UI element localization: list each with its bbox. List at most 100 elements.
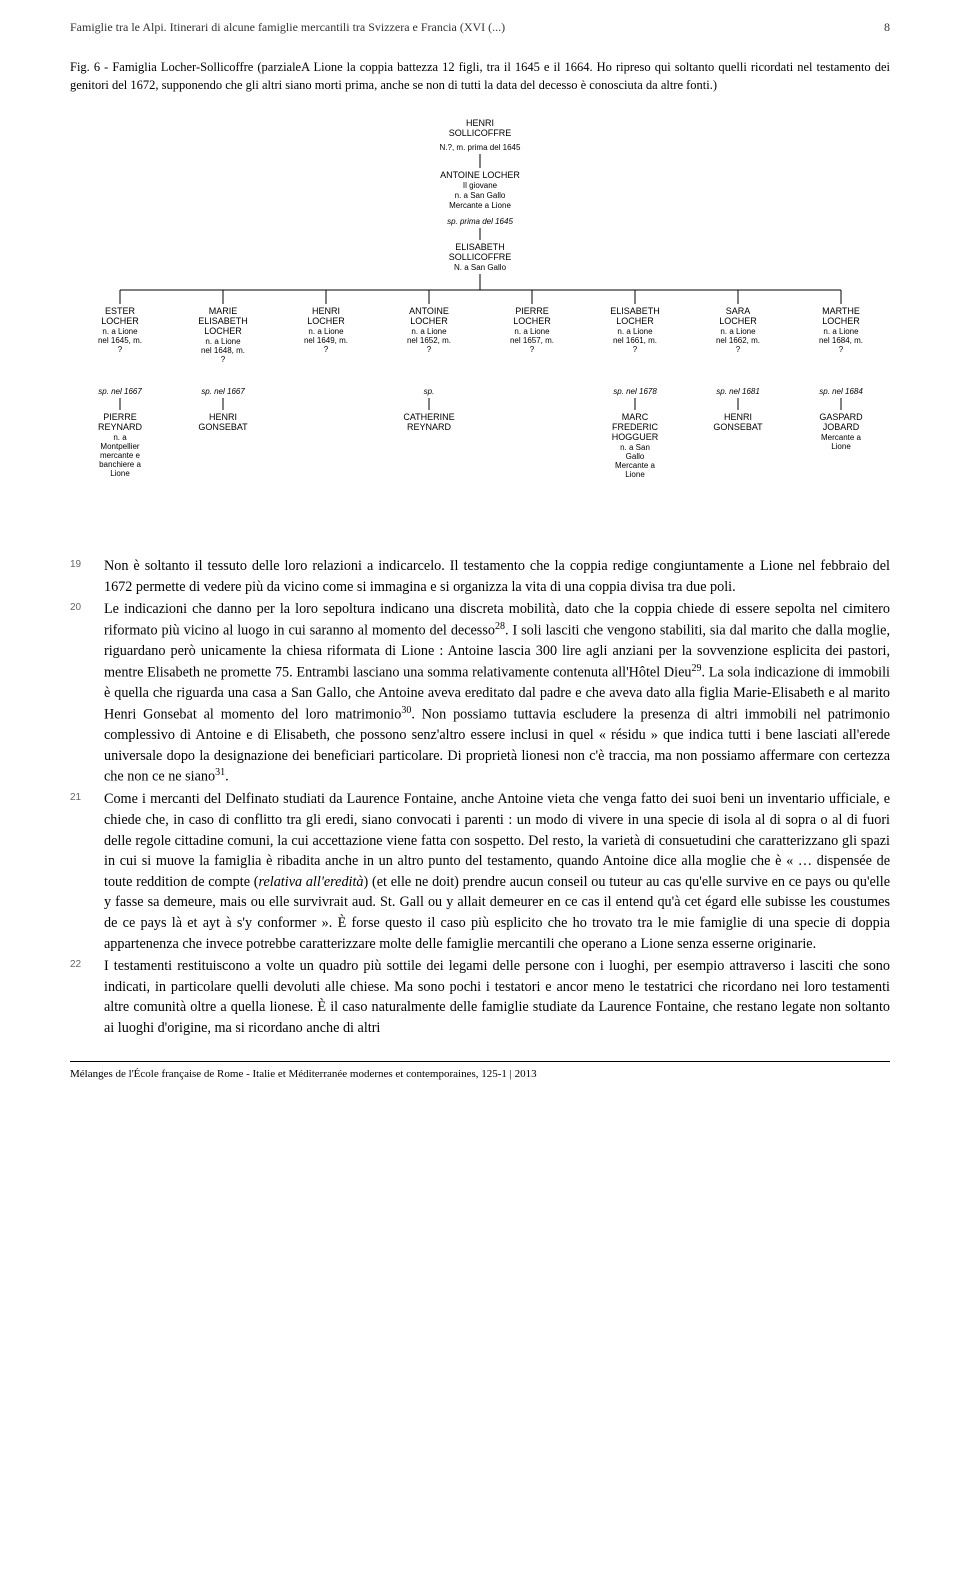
running-header: Famiglie tra le Alpi. Itinerari di alcun… xyxy=(70,20,890,35)
figure-caption: Fig. 6 - Famiglia Locher-Sollicoffre (pa… xyxy=(70,59,890,94)
svg-text:LOCHER: LOCHER xyxy=(204,326,242,336)
svg-text:nel 1657, m.: nel 1657, m. xyxy=(510,336,554,345)
svg-text:n. a Lione: n. a Lione xyxy=(617,327,653,336)
paragraph-row-22: 22 I testamenti restituiscono a volte un… xyxy=(70,956,890,1038)
svg-text:SOLLICOFFRE: SOLLICOFFRE xyxy=(449,252,512,262)
svg-text:MARTHE: MARTHE xyxy=(822,306,860,316)
svg-text:GONSEBAT: GONSEBAT xyxy=(198,422,248,432)
svg-text:Gallo: Gallo xyxy=(626,452,645,461)
svg-text:nel 1652, m.: nel 1652, m. xyxy=(407,336,451,345)
svg-text:Mercante a Lione: Mercante a Lione xyxy=(449,201,511,210)
footer-rule xyxy=(70,1061,890,1062)
svg-text:sp. nel 1681: sp. nel 1681 xyxy=(716,387,760,396)
svg-text:sp. nel 1678: sp. nel 1678 xyxy=(613,387,657,396)
svg-text:PIERRE: PIERRE xyxy=(103,412,137,422)
svg-text:Montpellier: Montpellier xyxy=(100,442,139,451)
svg-text:LOCHER: LOCHER xyxy=(410,316,448,326)
svg-text:ELISABETH: ELISABETH xyxy=(198,316,248,326)
svg-text:HENRI: HENRI xyxy=(724,412,752,422)
svg-text:n. a: n. a xyxy=(113,433,127,442)
svg-text:MARC: MARC xyxy=(622,412,649,422)
svg-text:sp. nel 1667: sp. nel 1667 xyxy=(201,387,245,396)
svg-text:sp. nel 1667: sp. nel 1667 xyxy=(98,387,142,396)
svg-text:n. a Lione: n. a Lione xyxy=(720,327,756,336)
para-number: 19 xyxy=(70,556,104,570)
svg-text:?: ? xyxy=(839,345,844,354)
paragraph-row-20: 20 Le indicazioni che danno per la loro … xyxy=(70,599,890,787)
paragraph-row-19: 19 Non è soltanto il tessuto delle loro … xyxy=(70,556,890,597)
footer-text: Mélanges de l'École française de Rome - … xyxy=(70,1068,890,1080)
svg-text:nel 1648, m.: nel 1648, m. xyxy=(201,346,245,355)
svg-text:?: ? xyxy=(427,345,432,354)
para-text: I testamenti restituiscono a volte un qu… xyxy=(104,956,890,1038)
para-text: Non è soltanto il tessuto delle loro rel… xyxy=(104,556,890,597)
para-text: Come i mercanti del Delfinato studiati d… xyxy=(104,789,890,954)
svg-text:ELISABETH: ELISABETH xyxy=(610,306,660,316)
svg-text:N.?, m. prima del 1645: N.?, m. prima del 1645 xyxy=(440,143,521,152)
svg-text:?: ? xyxy=(633,345,638,354)
svg-text:SOLLICOFFRE: SOLLICOFFRE xyxy=(449,128,512,138)
svg-text:Lione: Lione xyxy=(625,470,645,479)
svg-text:REYNARD: REYNARD xyxy=(98,422,143,432)
svg-text:ELISABETH: ELISABETH xyxy=(455,242,505,252)
svg-text:nel 1649, m.: nel 1649, m. xyxy=(304,336,348,345)
svg-text:?: ? xyxy=(118,345,123,354)
paragraph-row-21: 21 Come i mercanti del Delfinato studiat… xyxy=(70,789,890,954)
svg-text:SARA: SARA xyxy=(726,306,751,316)
para-number: 20 xyxy=(70,599,104,613)
svg-text:LOCHER: LOCHER xyxy=(719,316,757,326)
svg-text:banchiere a: banchiere a xyxy=(99,460,141,469)
para-number: 21 xyxy=(70,789,104,803)
svg-text:LOCHER: LOCHER xyxy=(616,316,654,326)
svg-text:mercante e: mercante e xyxy=(100,451,141,460)
svg-text:HENRI: HENRI xyxy=(312,306,340,316)
svg-text:PIERRE: PIERRE xyxy=(515,306,549,316)
footnote-marker: 31 xyxy=(215,767,225,778)
svg-text:sp.: sp. xyxy=(424,387,435,396)
svg-text:n. a Lione: n. a Lione xyxy=(205,337,241,346)
para-number: 22 xyxy=(70,956,104,970)
page-number: 8 xyxy=(884,20,890,35)
svg-text:?: ? xyxy=(324,345,329,354)
svg-text:n. a Lione: n. a Lione xyxy=(308,327,344,336)
svg-text:Lione: Lione xyxy=(831,442,851,451)
svg-text:n. a Lione: n. a Lione xyxy=(514,327,550,336)
svg-text:JOBARD: JOBARD xyxy=(823,422,860,432)
svg-text:n. a San Gallo: n. a San Gallo xyxy=(455,191,506,200)
svg-text:Mercante a: Mercante a xyxy=(615,461,656,470)
svg-text:n. a Lione: n. a Lione xyxy=(411,327,447,336)
svg-text:REYNARD: REYNARD xyxy=(407,422,452,432)
footnote-marker: 29 xyxy=(692,663,702,674)
svg-text:?: ? xyxy=(221,355,226,364)
svg-text:LOCHER: LOCHER xyxy=(822,316,860,326)
svg-text:nel 1662, m.: nel 1662, m. xyxy=(716,336,760,345)
svg-text:ANTOINE LOCHER: ANTOINE LOCHER xyxy=(440,170,520,180)
footnote-marker: 30 xyxy=(401,705,411,716)
svg-text:Mercante a: Mercante a xyxy=(821,433,862,442)
svg-text:LOCHER: LOCHER xyxy=(307,316,345,326)
svg-text:Il giovane: Il giovane xyxy=(463,181,498,190)
svg-text:Lione: Lione xyxy=(110,469,130,478)
svg-text:N. a San Gallo: N. a San Gallo xyxy=(454,263,507,272)
svg-text:CATHERINE: CATHERINE xyxy=(403,412,454,422)
svg-text:n. a Lione: n. a Lione xyxy=(102,327,138,336)
svg-text:nel 1661, m.: nel 1661, m. xyxy=(613,336,657,345)
svg-text:?: ? xyxy=(530,345,535,354)
svg-text:FREDERIC: FREDERIC xyxy=(612,422,659,432)
svg-text:MARIE: MARIE xyxy=(209,306,238,316)
footnote-marker: 28 xyxy=(495,621,505,632)
svg-text:LOCHER: LOCHER xyxy=(513,316,551,326)
svg-text:LOCHER: LOCHER xyxy=(101,316,139,326)
svg-text:nel 1645, m.: nel 1645, m. xyxy=(98,336,142,345)
svg-text:?: ? xyxy=(736,345,741,354)
family-tree-diagram: HENRISOLLICOFFREN.?, m. prima del 1645AN… xyxy=(70,112,890,542)
svg-text:n. a San: n. a San xyxy=(620,443,650,452)
running-title: Famiglie tra le Alpi. Itinerari di alcun… xyxy=(70,20,505,35)
svg-text:sp. nel 1684: sp. nel 1684 xyxy=(819,387,863,396)
svg-text:ANTOINE: ANTOINE xyxy=(409,306,449,316)
svg-text:sp. prima del 1645: sp. prima del 1645 xyxy=(447,217,513,226)
svg-text:HENRI: HENRI xyxy=(466,118,494,128)
svg-text:HOGGUER: HOGGUER xyxy=(612,432,659,442)
svg-text:n. a Lione: n. a Lione xyxy=(823,327,859,336)
svg-text:nel 1684, m.: nel 1684, m. xyxy=(819,336,863,345)
